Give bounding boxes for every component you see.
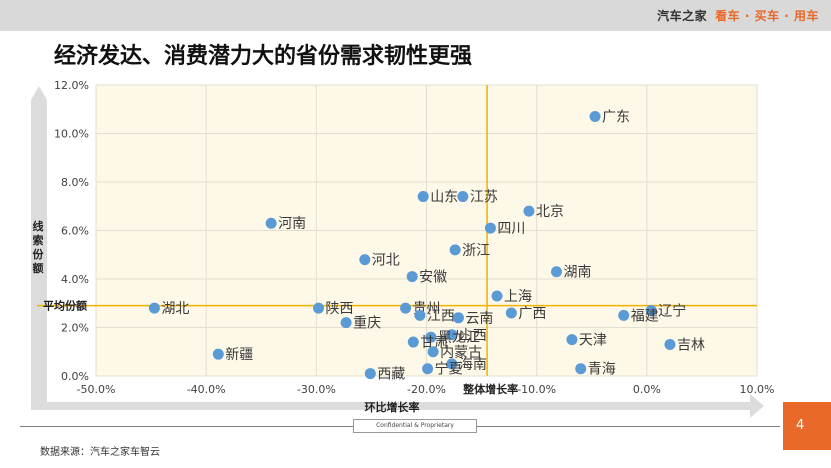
point-label: 山西 (459, 328, 487, 344)
data-point (446, 329, 458, 341)
point-label: 湖北 (161, 301, 189, 317)
y-tick-label: 2.0% (61, 322, 89, 335)
data-point (484, 222, 496, 234)
confidential-label: Confidential & Proprietary (353, 419, 477, 433)
data-point (407, 336, 419, 348)
x-tick-label: 0.0% (633, 383, 661, 396)
y-tick-label: 0.0% (61, 370, 89, 383)
data-point (664, 338, 676, 350)
brand-slogan: 看车 · 买车 · 用车 (715, 9, 819, 23)
point-label: 福建 (631, 308, 659, 324)
data-source-note: 数据来源：汽车之家车智云 (40, 447, 160, 458)
y-tick-label: 10.0% (54, 128, 89, 141)
point-label: 西藏 (377, 367, 405, 383)
y-tick-label: 6.0% (61, 225, 89, 238)
data-point (400, 302, 412, 314)
point-label: 安徽 (419, 270, 447, 286)
slide-title: 经济发达、消费潜力大的省份需求韧性更强 (54, 44, 473, 69)
data-point (505, 307, 517, 319)
data-point (575, 363, 587, 375)
point-label: 陕西 (326, 301, 354, 317)
point-label: 海南 (459, 357, 487, 373)
point-label: 河南 (278, 216, 306, 232)
point-label: 新疆 (225, 347, 253, 363)
brand-name: 汽车之家 (657, 9, 708, 23)
data-point (364, 368, 376, 380)
x-tick-label: 10.0% (740, 383, 775, 396)
page-number: 4 (796, 418, 805, 433)
data-point (212, 348, 224, 360)
point-label: 黑龙江 (438, 330, 480, 346)
y-tick-label: 4.0% (61, 273, 89, 286)
data-point (427, 346, 439, 358)
point-label: 上海 (504, 289, 532, 305)
data-point (422, 363, 434, 375)
x-tick-label: -10.0% (517, 383, 556, 396)
brand-logo: 汽车之家 看车 · 买车 · 用车 (657, 7, 819, 24)
point-label: 浙江 (462, 243, 490, 259)
y-axis-title-char: 线 (33, 219, 44, 233)
data-point (491, 290, 503, 302)
page-number-badge (783, 402, 831, 450)
point-label: 广东 (602, 110, 630, 126)
y-axis-title-char: 份 (33, 247, 45, 261)
y-tick-label: 8.0% (61, 176, 89, 189)
data-point (449, 244, 461, 256)
point-label: 江西 (427, 308, 455, 324)
data-point (550, 266, 562, 278)
x-tick-label: -40.0% (187, 383, 226, 396)
x-axis-title: 环比增长率 (365, 400, 420, 414)
point-label: 河北 (372, 253, 400, 269)
y-tick-label: 12.0% (54, 79, 89, 92)
data-point (457, 191, 469, 203)
data-point (589, 111, 601, 123)
data-point (340, 317, 352, 329)
data-point (417, 191, 429, 203)
data-point (265, 217, 277, 229)
point-label: 宁夏 (435, 361, 463, 378)
point-label: 青海 (588, 362, 616, 378)
top-banner: 汽车之家 看车 · 买车 · 用车 (0, 0, 831, 31)
point-label: 北京 (536, 204, 564, 220)
data-point (645, 305, 657, 317)
mean-growth-label: 整体增长率 (462, 382, 518, 396)
point-label: 辽宁 (658, 303, 686, 320)
data-point (452, 312, 464, 324)
data-point (425, 331, 437, 343)
x-tick-label: -20.0% (407, 383, 446, 396)
point-label: 湖南 (563, 265, 591, 281)
point-label: 四川 (497, 221, 525, 237)
data-point (313, 302, 325, 314)
point-label: 吉林 (677, 337, 705, 353)
point-label: 广西 (518, 306, 546, 322)
data-point (618, 309, 630, 321)
y-axis-title-char: 额 (33, 261, 44, 275)
data-point (446, 358, 458, 370)
x-tick-label: -50.0% (77, 383, 116, 396)
point-label: 云南 (465, 311, 493, 327)
data-point (359, 254, 371, 266)
point-label: 重庆 (353, 316, 381, 332)
data-point (406, 271, 418, 283)
mean-share-label: 平均份额 (43, 299, 87, 313)
data-point (523, 205, 535, 217)
y-axis-title-char: 索 (33, 233, 44, 247)
x-tick-label: -30.0% (297, 383, 336, 396)
point-label: 山东 (430, 190, 458, 206)
data-point (148, 302, 160, 314)
data-point (566, 334, 578, 346)
point-label: 甘肃 (420, 335, 448, 351)
point-label: 天津 (579, 333, 607, 349)
point-label: 内蒙古 (440, 345, 482, 361)
point-label: 江苏 (470, 190, 498, 206)
data-point (414, 309, 426, 321)
